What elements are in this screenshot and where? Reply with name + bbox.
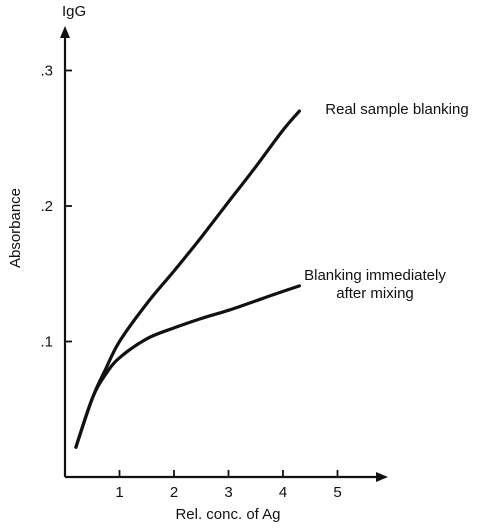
y-tick-label: .3 (40, 63, 53, 80)
series-label-2-line-2: after mixing (336, 285, 414, 302)
y-tick-label: .2 (40, 198, 53, 215)
x-tick-label: 3 (224, 484, 232, 501)
y-tick-label: .1 (40, 334, 53, 351)
x-tick-label: 2 (170, 484, 178, 501)
corner-label: IgG (62, 3, 86, 20)
x-tick-label: 4 (279, 484, 287, 501)
y-axis-arrowhead (60, 26, 70, 38)
series-label-2-line-1: Blanking immediately (304, 267, 446, 284)
ticks: 1 2 3 4 5 .1 .2 .3 (40, 63, 341, 502)
x-axis-title: Rel. conc. of Ag (175, 506, 280, 523)
y-axis-title: Absorbance (7, 188, 24, 268)
axes (60, 26, 388, 482)
labels: IgG Rel. conc. of Ag Absorbance Real sam… (7, 3, 469, 523)
x-tick-label: 1 (115, 484, 123, 501)
series-line-1 (74, 109, 301, 449)
x-tick-label: 5 (333, 484, 341, 501)
series (74, 109, 301, 449)
series-line-2 (74, 284, 301, 449)
x-axis-arrowhead (376, 472, 388, 482)
series-label-1-line-1: Real sample blanking (325, 101, 468, 118)
